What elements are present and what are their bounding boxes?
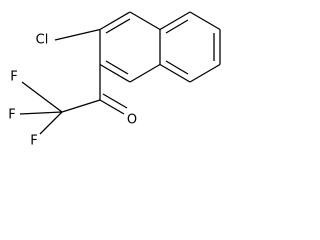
- atom-label: Cl: [36, 33, 49, 48]
- bond: [189, 63, 221, 83]
- atom-label: F: [30, 134, 37, 149]
- bond: [21, 81, 63, 113]
- bond: [99, 63, 131, 83]
- bond: [99, 11, 131, 31]
- bond: [165, 19, 189, 34]
- bond: [129, 63, 161, 83]
- bond: [105, 18, 131, 34]
- bond: [105, 60, 129, 75]
- atom-label: F: [10, 70, 17, 85]
- bond: [189, 11, 221, 31]
- bonds: [19, 11, 221, 135]
- molecule-diagram: Cl F F F O: [8, 11, 221, 149]
- bond: [129, 11, 161, 31]
- bond: [159, 63, 191, 83]
- bond: [61, 99, 101, 113]
- atom-label: F: [8, 108, 15, 123]
- bond: [39, 111, 63, 135]
- bond: [165, 60, 189, 75]
- bond: [99, 99, 125, 115]
- bond: [102, 93, 128, 109]
- atom-label: O: [127, 113, 137, 128]
- bond: [54, 28, 101, 41]
- bond: [159, 11, 191, 31]
- bond: [19, 111, 63, 115]
